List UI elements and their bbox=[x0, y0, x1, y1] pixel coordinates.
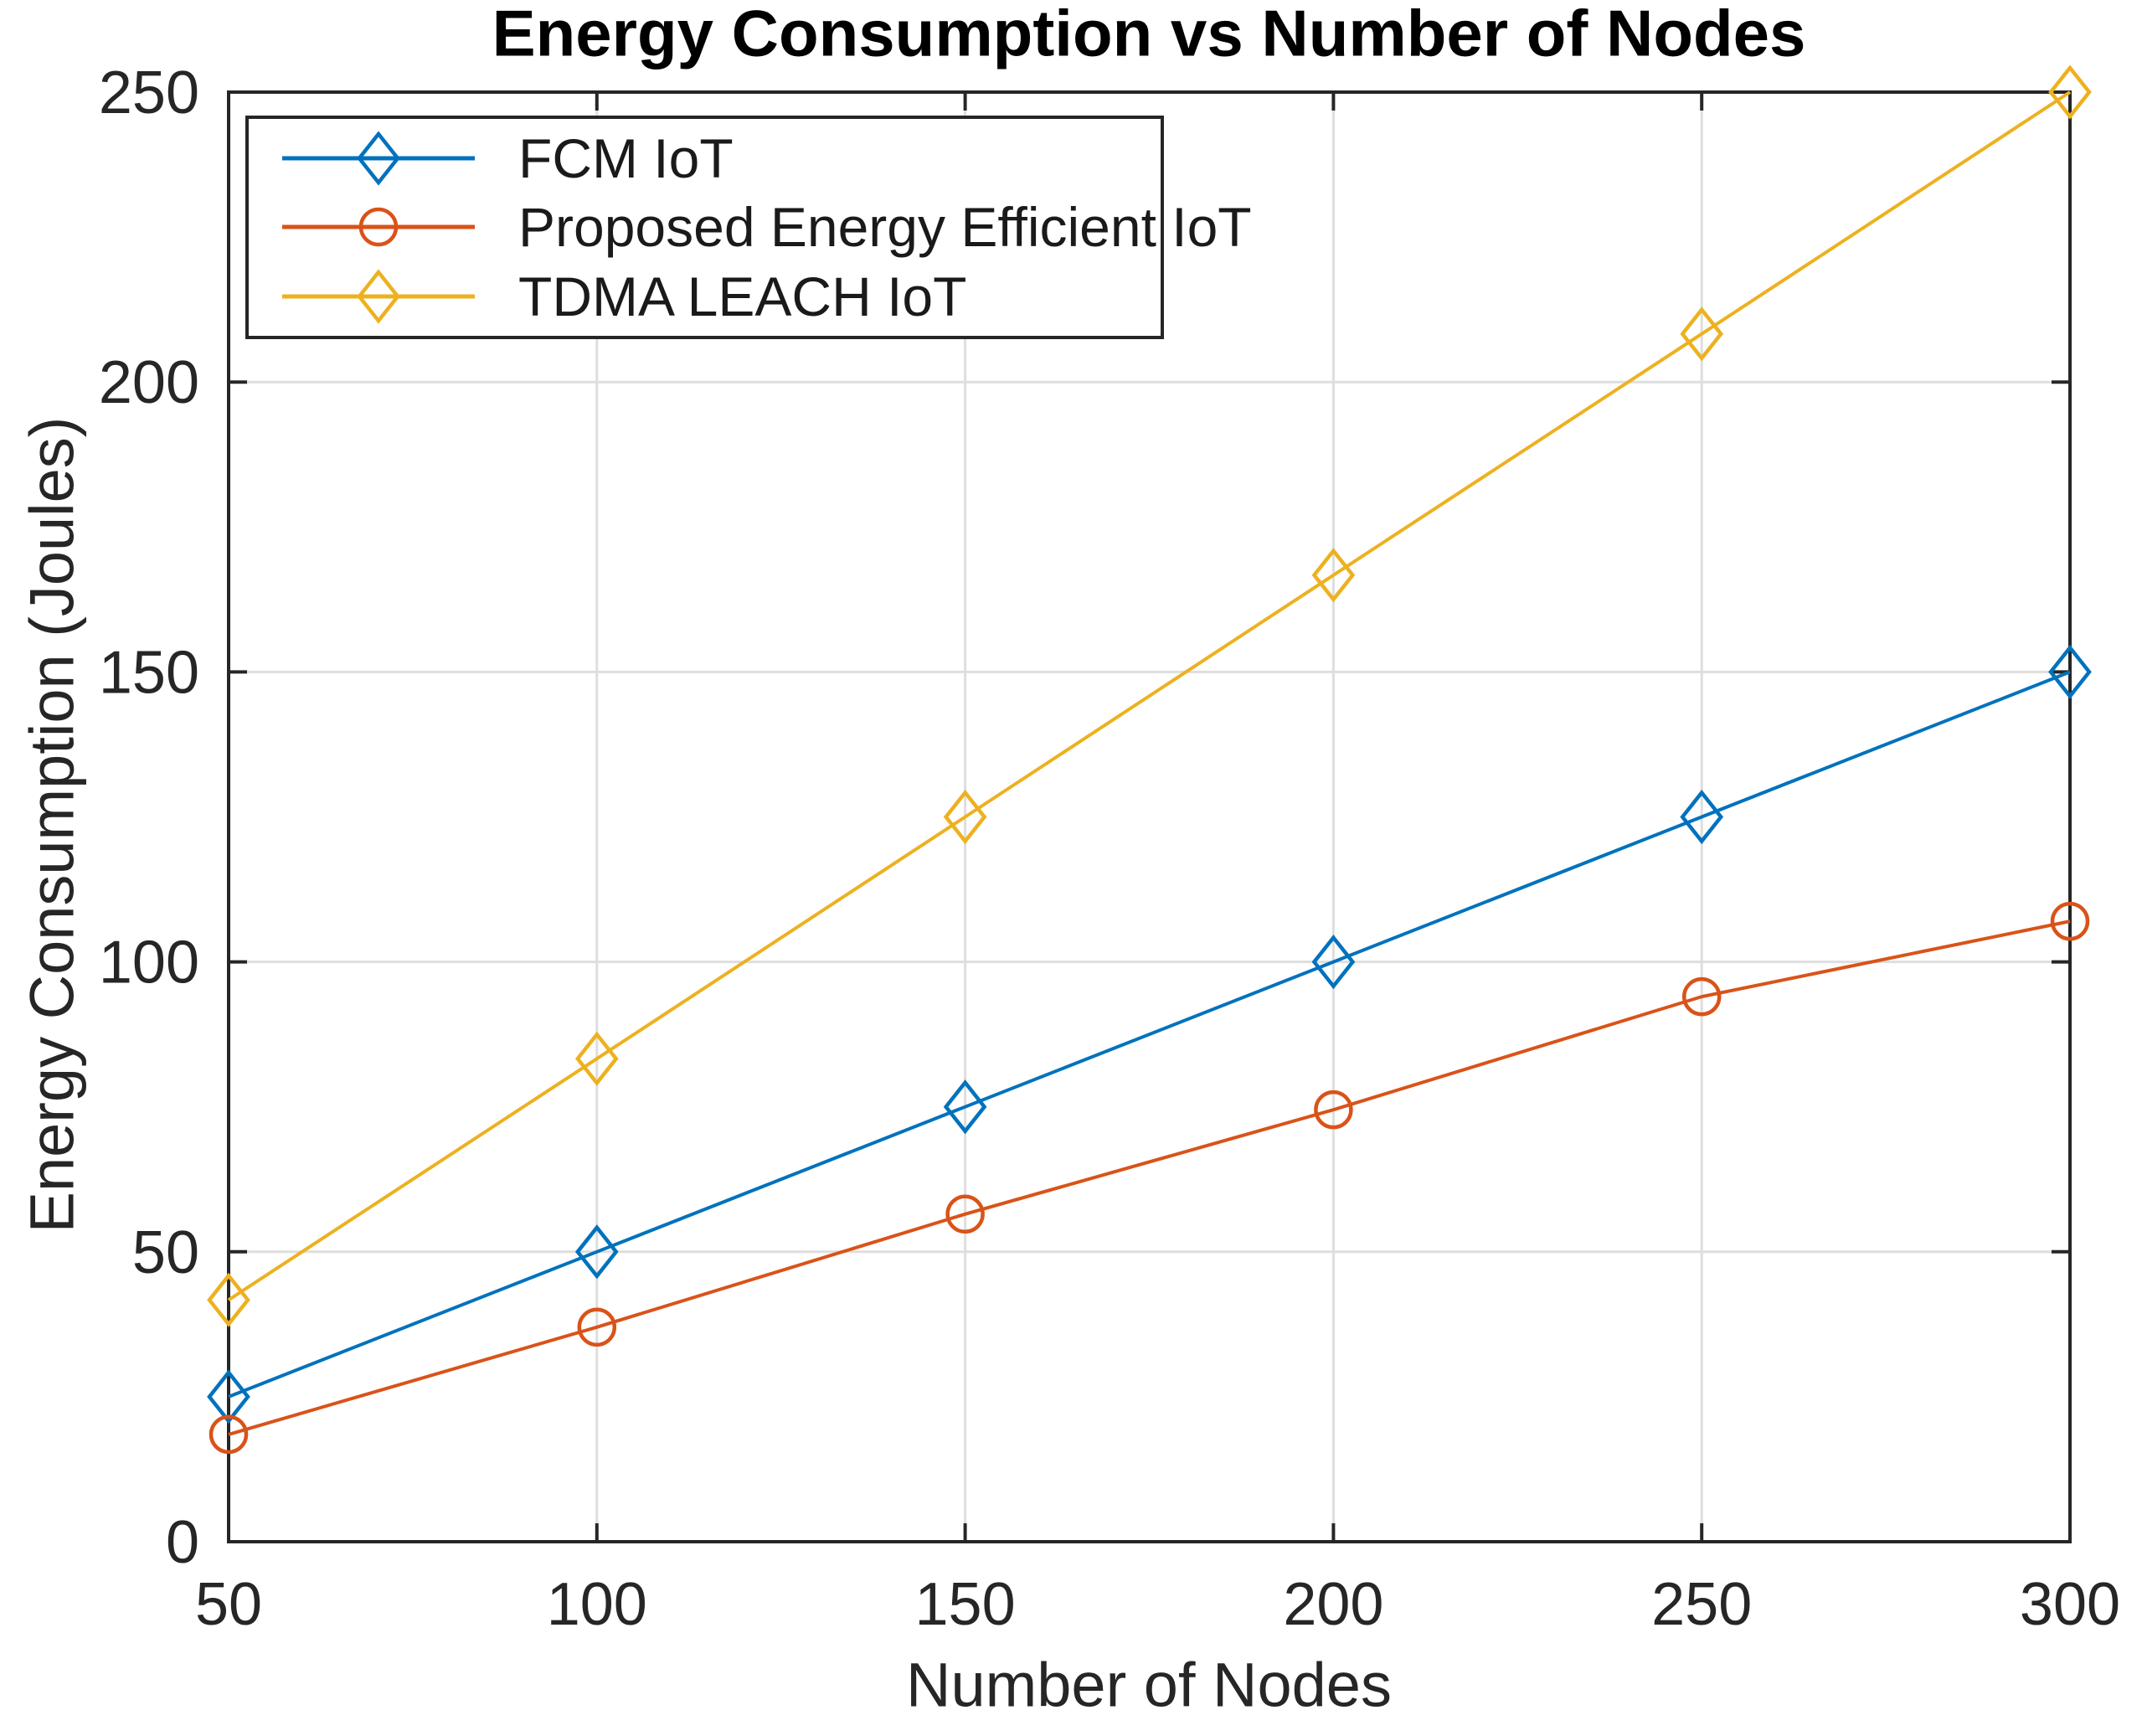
marker-diamond-tdma-leach-iot bbox=[1680, 307, 1724, 362]
x-tick-label: 200 bbox=[1283, 1571, 1383, 1638]
y-tick-label: 50 bbox=[132, 1219, 199, 1286]
legend-item-proposed-energy-efficient-iot: Proposed Energy Efficient IoT bbox=[249, 193, 1252, 260]
series-line-fcm-iot bbox=[228, 670, 2071, 1399]
marker-diamond-tdma-leach-iot bbox=[574, 1031, 619, 1086]
marker-diamond-fcm-iot bbox=[574, 1224, 619, 1280]
x-axis-label: Number of Nodes bbox=[906, 1650, 1392, 1720]
y-axis-label: Energy Consumption (Joules) bbox=[17, 416, 87, 1234]
x-tick-label: 250 bbox=[1651, 1571, 1752, 1638]
legend: FCM IoT Proposed Energy Efficient IoT TDMA… bbox=[245, 116, 1252, 339]
y-tick-label: 150 bbox=[99, 639, 199, 706]
legend-item-tdma-leach-iot: TDMA LEACH IoT bbox=[249, 263, 1161, 330]
marker-circle-proposed-energy-efficient-iot bbox=[209, 1414, 249, 1455]
y-tick-label: 250 bbox=[99, 59, 199, 126]
marker-circle-legend bbox=[358, 208, 399, 247]
series-fcm-iot bbox=[207, 644, 2092, 1424]
marker-circle-proposed-energy-efficient-iot bbox=[1681, 976, 1722, 1017]
marker-diamond-fcm-iot bbox=[1311, 934, 1356, 990]
axes-box bbox=[227, 90, 2072, 1543]
legend-label: TDMA LEACH IoT bbox=[518, 265, 967, 327]
marker-diamond-legend bbox=[357, 131, 400, 186]
marker-circle-proposed-energy-efficient-iot bbox=[577, 1307, 617, 1347]
series-tdma-leach-iot bbox=[207, 64, 2092, 1327]
series-line-tdma-leach-iot bbox=[227, 90, 2072, 1301]
x-tick-label: 100 bbox=[547, 1571, 647, 1638]
marker-diamond-tdma-leach-iot bbox=[207, 1272, 250, 1327]
series-line-proposed-energy-efficient-iot bbox=[228, 920, 2071, 1436]
marker-circle-proposed-energy-efficient-iot bbox=[2050, 901, 2090, 941]
legend-swatch-circle bbox=[282, 208, 475, 247]
marker-diamond-fcm-iot bbox=[2048, 644, 2092, 700]
legend-label: Proposed Energy Efficient IoT bbox=[518, 196, 1252, 259]
legend-item-fcm-iot: FCM IoT bbox=[249, 125, 1161, 192]
marker-circle-proposed-energy-efficient-iot bbox=[945, 1194, 985, 1234]
x-tick-label: 150 bbox=[915, 1571, 1016, 1638]
marker-circle-proposed-energy-efficient-iot bbox=[1314, 1090, 1353, 1130]
x-tick-label: 300 bbox=[2020, 1571, 2120, 1638]
y-tick-label: 0 bbox=[166, 1509, 199, 1576]
marker-diamond-tdma-leach-iot bbox=[1311, 548, 1356, 603]
x-tick-label: 50 bbox=[195, 1571, 262, 1638]
marker-diamond-fcm-iot bbox=[943, 1079, 987, 1135]
marker-diamond-legend bbox=[357, 269, 400, 324]
marker-diamond-tdma-leach-iot bbox=[943, 789, 987, 845]
legend-swatch-diamond bbox=[282, 269, 475, 324]
legend-label: FCM IoT bbox=[518, 127, 734, 190]
marker-diamond-fcm-iot bbox=[1680, 789, 1724, 845]
series-proposed-energy-efficient-iot bbox=[209, 901, 2090, 1455]
marker-diamond-fcm-iot bbox=[207, 1369, 250, 1424]
chart-title: Energy Consumption vs Number of Nodes bbox=[492, 0, 1806, 70]
y-tick-label: 100 bbox=[99, 930, 199, 997]
y-tick-label: 200 bbox=[99, 349, 199, 416]
legend-swatch-diamond bbox=[282, 131, 475, 186]
marker-diamond-tdma-leach-iot bbox=[2048, 64, 2092, 120]
